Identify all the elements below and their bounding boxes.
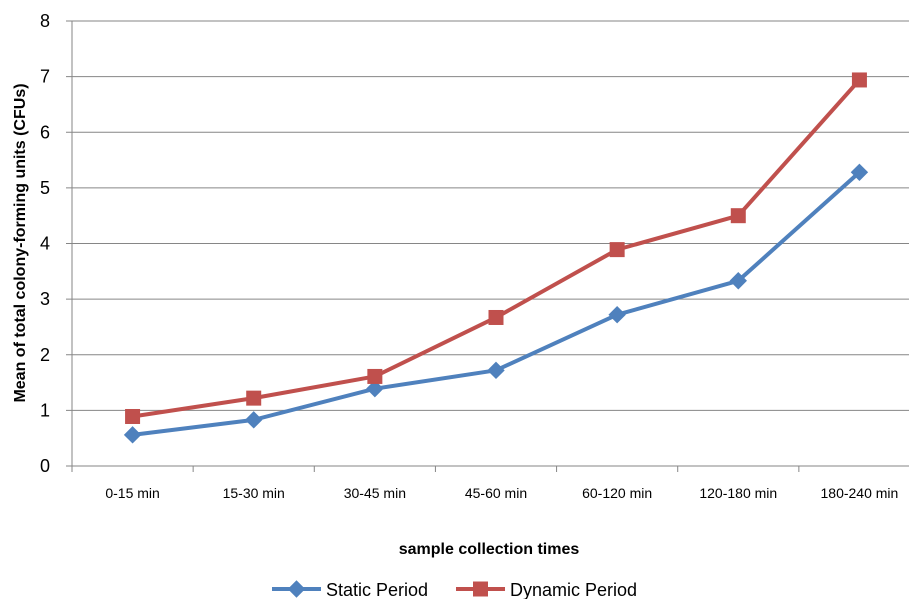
gridlines: [72, 20, 909, 411]
y-tick-label: 8: [40, 11, 50, 31]
y-tick-label: 3: [40, 289, 50, 309]
y-tick-label: 6: [40, 122, 50, 142]
data-point: [366, 379, 384, 398]
series-0: [123, 163, 869, 444]
legend-marker: [287, 580, 306, 598]
x-tick-label: 120-180 min: [699, 485, 777, 501]
y-tick-label: 0: [40, 456, 50, 476]
data-point: [609, 242, 625, 258]
data-point: [608, 305, 626, 324]
data-point: [487, 361, 505, 380]
legend-label: Dynamic Period: [510, 580, 637, 599]
y-tick-label: 4: [40, 234, 50, 254]
series-layer: [123, 72, 869, 444]
data-point: [488, 309, 504, 325]
y-tick-label: 2: [40, 345, 50, 365]
y-axis-title: Mean of total colony-forming units (CFUs…: [12, 83, 29, 402]
x-tick-labels: 0-15 min 15-30 min 30-45 min 45-60 min 60-12…: [71, 466, 899, 501]
legend-item: Dynamic Period: [456, 580, 637, 599]
data-point: [850, 163, 869, 182]
legend-label: Static Period: [326, 580, 428, 599]
x-tick-label: 0-15 min: [105, 485, 159, 501]
data-point: [245, 411, 263, 429]
data-point: [729, 272, 747, 290]
data-point: [367, 368, 383, 384]
y-tick-label: 5: [40, 178, 50, 198]
x-tick-label: 30-45 min: [344, 485, 406, 501]
x-tick-label: 60-120 min: [582, 485, 652, 501]
data-point: [851, 72, 867, 88]
data-point: [123, 426, 142, 444]
x-tick-label: 15-30 min: [223, 485, 285, 501]
legend-item: Static Period: [272, 580, 428, 599]
series-line: [132, 170, 861, 437]
y-tick-labels: 0 1 2 3 4 5 6 7 8: [40, 11, 72, 476]
legend: Static Period Dynamic Period: [272, 580, 637, 599]
x-axis-title: sample collection times: [399, 541, 580, 558]
y-tick-label: 7: [40, 67, 50, 87]
y-tick-label: 1: [40, 400, 50, 420]
legend-marker: [473, 581, 488, 597]
series-1: [125, 72, 867, 424]
data-point: [125, 408, 141, 424]
x-tick-label: 180-240 min: [821, 485, 899, 501]
data-point: [246, 390, 262, 406]
x-tick-label: 45-60 min: [465, 485, 527, 501]
data-point: [730, 208, 746, 224]
